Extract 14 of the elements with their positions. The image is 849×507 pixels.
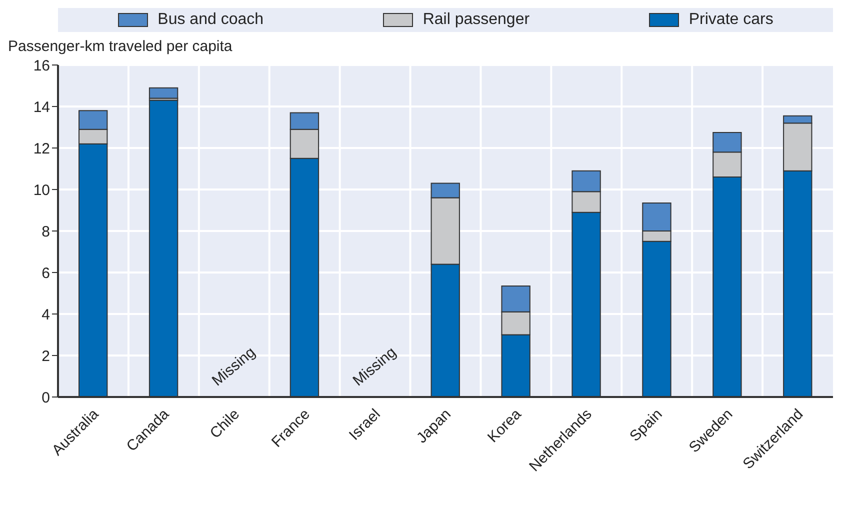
y-tick-label: 10 [33,182,50,199]
y-tick-label: 16 [33,57,50,74]
y-tick-label: 8 [42,223,50,240]
legend-label: Private cars [688,11,774,29]
y-axis-title: Passenger-km traveled per capita [8,38,234,55]
y-tick-label: 6 [42,264,50,282]
y-tick-label: 12 [33,140,50,158]
y-tick-label: 4 [42,306,50,324]
legend-label: Rail passenger [422,11,530,29]
bar [148,87,178,99]
y-tick-label: 14 [33,98,50,116]
y-tick-label: 2 [42,348,50,365]
y-tick-label: 0 [42,389,50,406]
legend-label: Bus and coach [156,11,264,29]
